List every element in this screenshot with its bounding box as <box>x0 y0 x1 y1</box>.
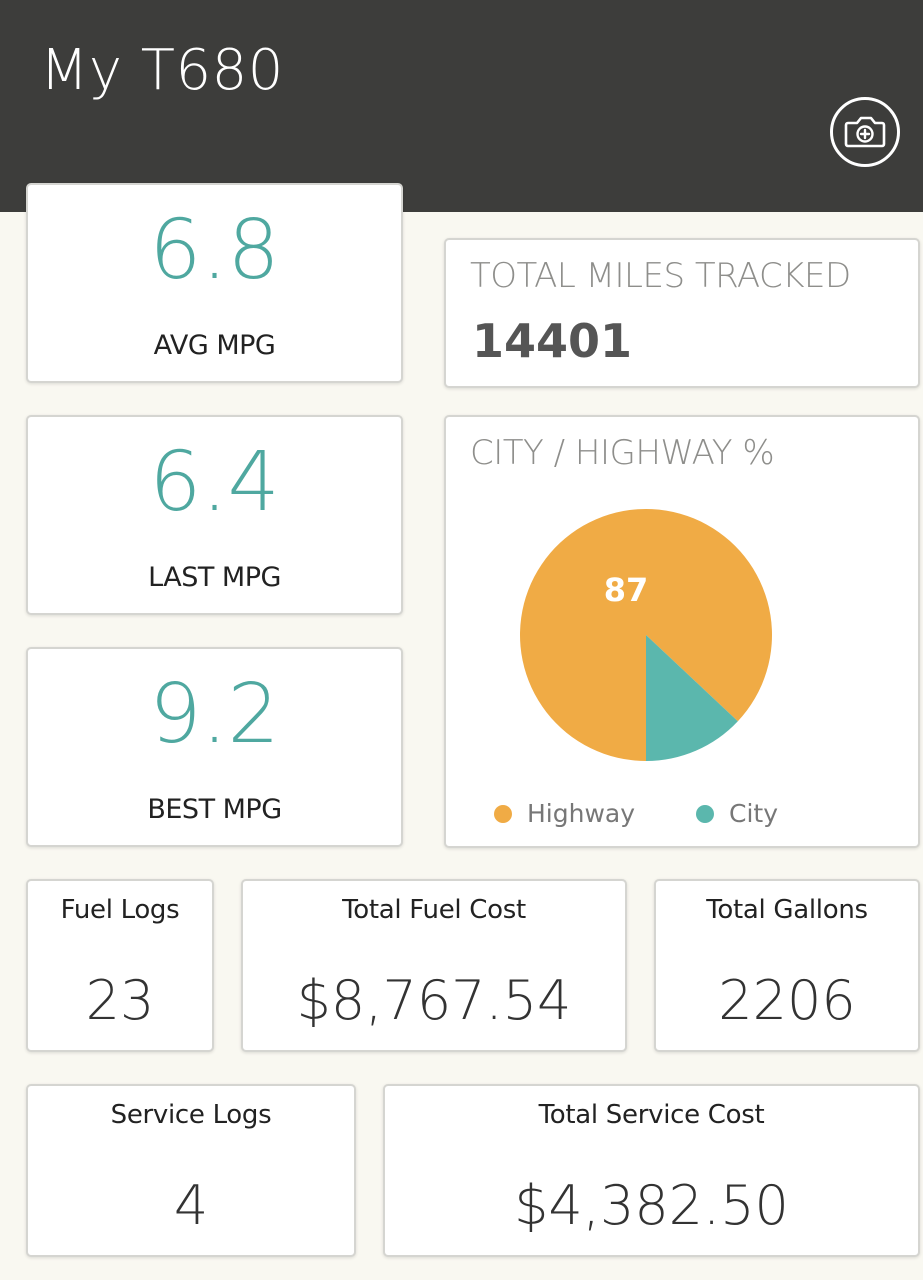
city-highway-pie-chart: 87 <box>520 509 772 761</box>
fuel-logs-card[interactable]: Fuel Logs 23 <box>26 879 214 1052</box>
total-gallons-value: 2206 <box>718 969 856 1032</box>
last-mpg-value: 6.4 <box>149 435 280 530</box>
fuel-logs-value: 23 <box>85 969 155 1032</box>
total-service-cost-value: $4,382.50 <box>514 1174 789 1237</box>
avg-mpg-label: AVG MPG <box>153 330 276 361</box>
city-legend-dot <box>696 804 714 823</box>
legend-highway: Highway <box>494 799 635 828</box>
best-mpg-card[interactable]: 9.2 BEST MPG <box>26 647 403 847</box>
highway-legend-label: Highway <box>527 799 636 828</box>
camera-plus-icon <box>844 116 886 148</box>
legend-city: City <box>696 799 778 828</box>
best-mpg-label: BEST MPG <box>147 794 282 825</box>
pie-label-highway: 87 <box>604 571 649 609</box>
city-highway-card[interactable]: CITY / HIGHWAY % 87 Highway City <box>444 415 920 848</box>
total-fuel-cost-card[interactable]: Total Fuel Cost $8,767.54 <box>241 879 627 1052</box>
total-miles-value: 14401 <box>472 314 633 368</box>
total-miles-title: TOTAL MILES TRACKED <box>470 256 851 296</box>
total-fuel-cost-value: $8,767.54 <box>296 969 572 1032</box>
service-logs-value: 4 <box>173 1174 209 1237</box>
total-gallons-label: Total Gallons <box>706 895 868 925</box>
pie-slice-city <box>646 635 738 761</box>
total-gallons-card[interactable]: Total Gallons 2206 <box>654 879 920 1052</box>
service-logs-label: Service Logs <box>110 1100 272 1130</box>
total-miles-card[interactable]: TOTAL MILES TRACKED 14401 <box>444 238 920 388</box>
last-mpg-label: LAST MPG <box>148 562 281 593</box>
total-fuel-cost-label: Total Fuel Cost <box>342 895 526 925</box>
total-service-cost-card[interactable]: Total Service Cost $4,382.50 <box>383 1084 920 1257</box>
fuel-logs-label: Fuel Logs <box>60 895 180 925</box>
service-logs-card[interactable]: Service Logs 4 <box>26 1084 356 1257</box>
best-mpg-value: 9.2 <box>149 667 280 762</box>
app-header: My T680 <box>0 0 923 212</box>
city-highway-title: CITY / HIGHWAY % <box>470 433 775 473</box>
avg-mpg-card[interactable]: 6.8 AVG MPG <box>26 183 403 383</box>
page-title: My T680 <box>40 38 284 103</box>
avg-mpg-value: 6.8 <box>149 203 280 298</box>
highway-legend-dot <box>494 804 512 823</box>
last-mpg-card[interactable]: 6.4 LAST MPG <box>26 415 403 615</box>
city-legend-label: City <box>729 799 778 828</box>
total-service-cost-label: Total Service Cost <box>538 1100 765 1130</box>
add-photo-button[interactable] <box>830 97 900 167</box>
